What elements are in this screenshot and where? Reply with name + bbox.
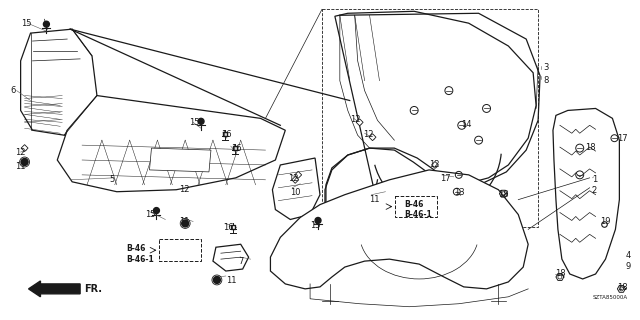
Text: 16: 16	[221, 130, 232, 139]
Circle shape	[182, 220, 189, 227]
Polygon shape	[213, 244, 248, 271]
Text: 11: 11	[369, 195, 380, 204]
Text: 16: 16	[231, 144, 241, 153]
Text: 15: 15	[310, 221, 321, 230]
Text: 15: 15	[20, 19, 31, 28]
Polygon shape	[295, 172, 301, 178]
Circle shape	[315, 218, 321, 223]
FancyArrow shape	[29, 281, 80, 297]
Text: 11: 11	[226, 276, 236, 285]
Text: 3: 3	[543, 63, 548, 72]
Text: 12: 12	[429, 160, 440, 169]
Bar	[396, 196, 437, 218]
Bar	[322, 9, 538, 228]
Text: SZTA85000A: SZTA85000A	[593, 295, 628, 300]
Text: 15: 15	[189, 118, 200, 127]
Text: 8: 8	[543, 76, 548, 85]
Text: 12: 12	[349, 116, 360, 124]
Text: 15: 15	[145, 210, 156, 219]
Polygon shape	[273, 158, 320, 220]
Circle shape	[21, 158, 28, 165]
Polygon shape	[58, 96, 285, 192]
Polygon shape	[369, 134, 376, 141]
Text: 7: 7	[239, 257, 244, 266]
Polygon shape	[292, 176, 299, 183]
Text: 4: 4	[625, 251, 630, 260]
Text: 1: 1	[591, 175, 597, 184]
Text: B-46
B-46-1: B-46 B-46-1	[404, 200, 432, 219]
Text: 19: 19	[600, 218, 611, 227]
Text: 12: 12	[363, 130, 373, 139]
Text: 12: 12	[288, 174, 299, 183]
Text: 11: 11	[15, 162, 25, 171]
Text: 18: 18	[618, 283, 628, 292]
Polygon shape	[271, 170, 528, 289]
Polygon shape	[176, 247, 182, 254]
Text: 17: 17	[440, 174, 451, 183]
Text: 16: 16	[223, 223, 234, 232]
Text: B-46
B-46-1: B-46 B-46-1	[127, 244, 154, 264]
Text: 11: 11	[179, 218, 189, 227]
Text: 18: 18	[555, 269, 566, 278]
Circle shape	[213, 276, 220, 284]
Polygon shape	[326, 11, 536, 228]
Polygon shape	[411, 203, 418, 210]
Polygon shape	[431, 162, 438, 168]
Text: 2: 2	[591, 186, 597, 195]
Polygon shape	[356, 119, 363, 126]
Circle shape	[154, 208, 159, 213]
Text: 14: 14	[461, 120, 471, 129]
Circle shape	[44, 21, 49, 27]
Circle shape	[198, 118, 204, 124]
Text: 18: 18	[499, 190, 509, 199]
Text: 12: 12	[15, 148, 25, 157]
Text: 5: 5	[110, 175, 115, 184]
Text: 6: 6	[11, 86, 16, 95]
Polygon shape	[20, 29, 97, 135]
Text: 12: 12	[179, 185, 189, 194]
Text: 17: 17	[618, 134, 628, 143]
Text: 10: 10	[291, 188, 301, 197]
Text: 9: 9	[625, 262, 630, 271]
Text: 13: 13	[454, 188, 465, 197]
Polygon shape	[150, 148, 211, 172]
Text: FR.: FR.	[84, 284, 102, 294]
Text: 18: 18	[585, 143, 595, 152]
Polygon shape	[21, 145, 28, 152]
Bar	[159, 239, 201, 261]
Polygon shape	[553, 108, 620, 279]
